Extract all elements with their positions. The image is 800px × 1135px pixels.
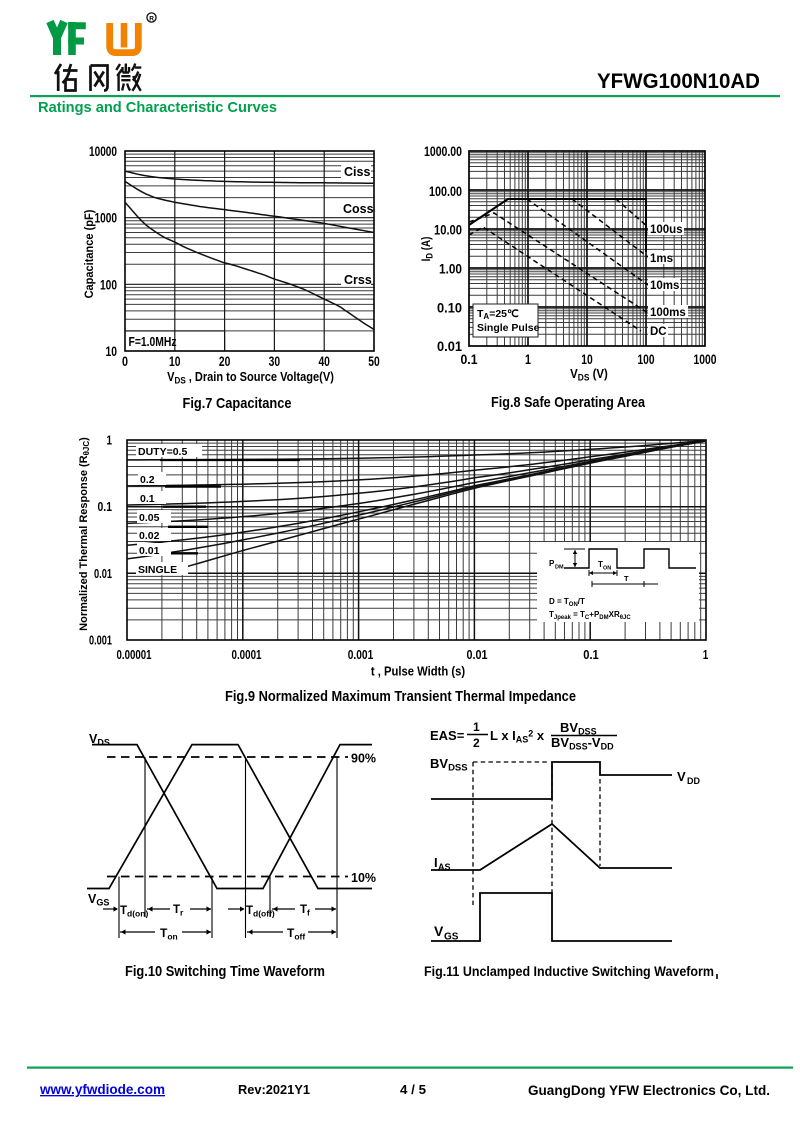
svg-text:1: 1	[525, 352, 531, 367]
svg-text:R: R	[149, 15, 154, 22]
svg-text:ID (A): ID (A)	[420, 236, 435, 261]
svg-text:T: T	[624, 574, 629, 583]
svg-text:V: V	[434, 923, 444, 939]
svg-text:40: 40	[318, 354, 330, 369]
svg-text:0.05: 0.05	[139, 512, 160, 524]
svg-text:1: 1	[703, 648, 709, 662]
svg-text:50: 50	[368, 354, 380, 369]
svg-text:0.02: 0.02	[139, 530, 160, 542]
svg-text:Single Pulse: Single Pulse	[477, 322, 540, 334]
svg-text:www.yfwdiode.com: www.yfwdiode.com	[39, 1082, 165, 1097]
svg-text:1000: 1000	[95, 211, 118, 226]
svg-text:Fig.11 Unclamped Inductive Swi: Fig.11 Unclamped Inductive Switching Wav…	[424, 963, 714, 979]
svg-text:TA=25℃: TA=25℃	[477, 308, 519, 321]
svg-text:BVDSS: BVDSS	[430, 756, 468, 773]
svg-text:Tf: Tf	[300, 904, 310, 917]
svg-text:P: P	[549, 559, 555, 568]
svg-text:L x IAS2 x: L x IAS2 x	[490, 728, 545, 744]
svg-text:I: I	[434, 855, 438, 870]
svg-text:F=1.0MHz: F=1.0MHz	[129, 335, 177, 349]
svg-text:DD: DD	[687, 776, 700, 786]
svg-text:D = TON/T: D = TON/T	[549, 597, 585, 608]
svg-text:1ms: 1ms	[650, 253, 673, 265]
svg-text:10: 10	[581, 352, 593, 367]
svg-text:T: T	[598, 560, 603, 569]
svg-text:Tr: Tr	[173, 904, 184, 917]
svg-text:VDS (V): VDS (V)	[570, 366, 608, 382]
svg-text:VDS: VDS	[89, 732, 110, 747]
svg-text:Fig.8 Safe Operating Area: Fig.8 Safe Operating Area	[491, 394, 646, 411]
svg-text:1000: 1000	[694, 352, 717, 367]
svg-text:10ms: 10ms	[650, 280, 679, 292]
svg-text:BVDSS-VDD: BVDSS-VDD	[551, 735, 614, 751]
svg-text:GuangDong YFW Electronics Co,: GuangDong YFW Electronics Co, Ltd.	[528, 1083, 770, 1098]
svg-text:DUTY=0.5: DUTY=0.5	[138, 446, 187, 458]
svg-text:Fig.9 Normalized Maximum Trans: Fig.9 Normalized Maximum Transient Therm…	[225, 689, 576, 705]
svg-text:1.00: 1.00	[439, 262, 462, 277]
svg-text:0.01: 0.01	[437, 339, 462, 354]
svg-text:0: 0	[122, 354, 128, 369]
svg-text:VGS: VGS	[88, 892, 109, 907]
svg-text:ON: ON	[603, 566, 611, 572]
svg-text:0.01: 0.01	[467, 648, 488, 662]
svg-text:TJpeak = TC+PDMXRθJC: TJpeak = TC+PDMXRθJC	[549, 610, 631, 621]
svg-text:0.0001: 0.0001	[232, 648, 262, 662]
svg-text:DM: DM	[555, 565, 564, 571]
svg-text:SINGLE: SINGLE	[138, 564, 177, 576]
svg-text:Rev:2021Y1: Rev:2021Y1	[238, 1082, 310, 1097]
svg-text:Fig.10 Switching Time Waveform: Fig.10 Switching Time Waveform	[125, 964, 325, 980]
svg-text:10%: 10%	[351, 871, 376, 885]
svg-text:DC: DC	[650, 326, 667, 338]
svg-text:0.001: 0.001	[348, 648, 374, 662]
svg-text:BVDSS: BVDSS	[560, 720, 597, 736]
svg-text:Ton: Ton	[160, 926, 178, 941]
svg-text:0.10: 0.10	[437, 301, 462, 316]
svg-text:4 / 5: 4 / 5	[400, 1082, 426, 1097]
svg-text:10.00: 10.00	[434, 223, 462, 238]
svg-text:100: 100	[638, 352, 655, 367]
svg-text:Td(off): Td(off)	[246, 905, 275, 918]
svg-text:VDS , Drain to Source Voltage(: VDS , Drain to Source Voltage(V)	[167, 369, 334, 386]
svg-text:0.01: 0.01	[139, 545, 160, 557]
svg-text:100ms: 100ms	[650, 307, 686, 319]
svg-text:0.00001: 0.00001	[117, 648, 152, 662]
svg-text:0.1: 0.1	[461, 352, 478, 367]
svg-text:0.1: 0.1	[98, 500, 113, 514]
svg-text:100: 100	[100, 277, 117, 292]
svg-text:0.1: 0.1	[140, 493, 155, 505]
svg-text:Crss: Crss	[344, 273, 372, 287]
svg-text:0.001: 0.001	[89, 634, 112, 648]
svg-text:20: 20	[219, 354, 231, 369]
svg-text:V: V	[677, 769, 686, 784]
svg-text:Toff: Toff	[287, 926, 305, 941]
svg-text:1: 1	[473, 720, 480, 734]
svg-text:AS: AS	[438, 862, 451, 872]
svg-text:2: 2	[473, 736, 480, 750]
svg-text:Ratings and Characteristic Cur: Ratings and Characteristic Curves	[38, 99, 277, 116]
svg-text:GS: GS	[444, 932, 459, 943]
svg-text:30: 30	[269, 354, 281, 369]
svg-text:90%: 90%	[351, 752, 376, 766]
svg-text:t , Pulse Width (s): t , Pulse Width (s)	[371, 664, 465, 679]
svg-text:10: 10	[169, 354, 181, 369]
svg-text:100us: 100us	[650, 224, 683, 236]
svg-text:Td(on): Td(on)	[120, 905, 148, 918]
svg-text:YFWG100N10AD: YFWG100N10AD	[597, 70, 760, 93]
svg-text:Ciss: Ciss	[344, 165, 370, 179]
svg-text:100.00: 100.00	[429, 184, 462, 199]
svg-text:10: 10	[106, 344, 118, 359]
svg-text:10000: 10000	[89, 144, 117, 159]
svg-text:0.1: 0.1	[583, 648, 599, 662]
svg-text:0.2: 0.2	[140, 474, 155, 486]
svg-text:Normalized Thermal Response (R: Normalized Thermal Response (RθJC)	[78, 437, 91, 631]
svg-text:1: 1	[107, 434, 113, 448]
svg-text:Capacitance (pF): Capacitance (pF)	[84, 209, 96, 298]
svg-text:1000.00: 1000.00	[424, 144, 462, 159]
svg-text:Coss: Coss	[343, 202, 374, 216]
svg-text:0.01: 0.01	[94, 567, 112, 581]
svg-text:Fig.7 Capacitance: Fig.7 Capacitance	[183, 395, 292, 412]
svg-text:EAS=: EAS=	[430, 728, 465, 743]
